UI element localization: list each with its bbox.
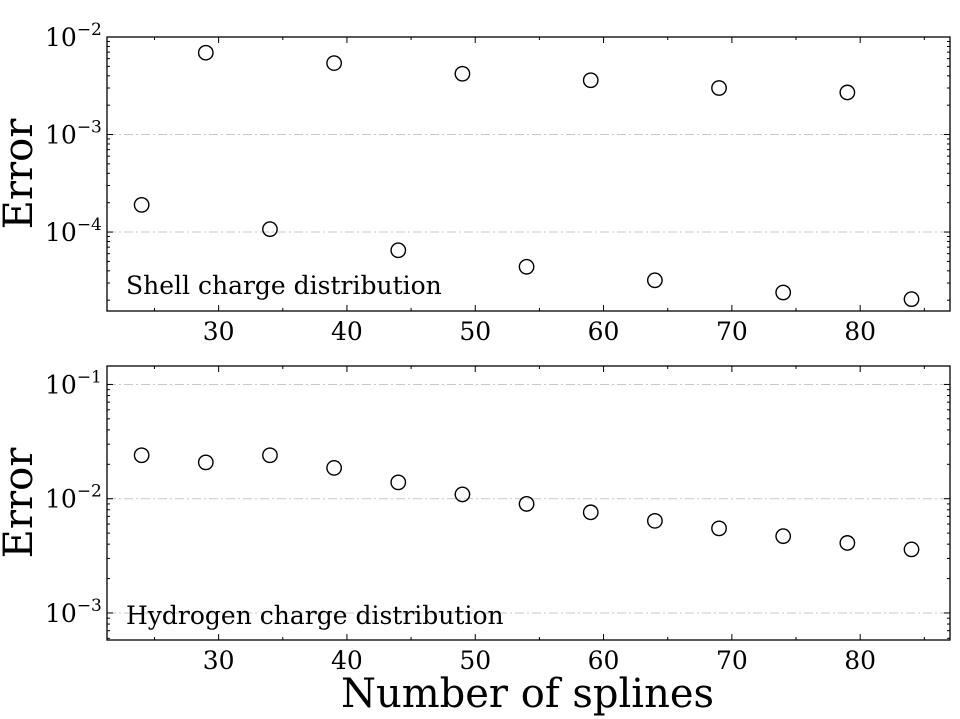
data-point xyxy=(711,520,727,537)
data-point xyxy=(390,474,407,491)
y-tick-label: 10−2 xyxy=(45,20,102,52)
y-tick-label: 10−1 xyxy=(45,367,102,399)
y-tick-label-base: 10 xyxy=(45,121,77,150)
data-point xyxy=(775,528,792,545)
data-point xyxy=(390,242,407,259)
data-point xyxy=(326,55,343,71)
data-point xyxy=(582,72,599,89)
x-tick-label: 80 xyxy=(844,646,876,675)
y-tick-label: 10−3 xyxy=(45,596,102,628)
data-point xyxy=(646,512,663,529)
data-point xyxy=(646,272,663,289)
plot-frame xyxy=(106,365,951,641)
y-tick-label: 10−2 xyxy=(45,482,102,514)
x-tick-label: 50 xyxy=(459,317,491,346)
y-tick-label-exponent: −2 xyxy=(77,20,102,40)
data-point xyxy=(518,258,535,275)
data-point xyxy=(197,454,214,471)
x-tick-label: 60 xyxy=(588,317,620,346)
data-point xyxy=(518,496,535,512)
data-point xyxy=(133,196,150,213)
data-point xyxy=(582,504,599,521)
panel-annotation: Hydrogen charge distribution xyxy=(126,601,504,630)
data-point xyxy=(197,44,214,61)
y-tick-label-base: 10 xyxy=(45,23,77,52)
y-tick-label-exponent: −3 xyxy=(77,596,102,616)
x-tick-label: 50 xyxy=(459,646,491,675)
data-point xyxy=(262,447,278,464)
data-point xyxy=(775,284,792,301)
y-tick-label-base: 10 xyxy=(45,485,77,514)
data-point xyxy=(903,541,920,558)
y-tick-label-exponent: −4 xyxy=(77,215,102,235)
x-tick-label: 30 xyxy=(203,317,235,346)
x-tick-label: 40 xyxy=(331,646,363,675)
y-tick-label-exponent: −2 xyxy=(77,482,102,502)
x-tick-label: 30 xyxy=(203,646,235,675)
data-point xyxy=(839,84,856,101)
data-point xyxy=(454,65,471,82)
x-tick-label: 80 xyxy=(844,317,876,346)
data-point xyxy=(133,447,150,464)
y-tick-label-base: 10 xyxy=(45,218,77,247)
data-point xyxy=(839,535,856,551)
x-tick-label: 60 xyxy=(588,646,620,675)
data-point xyxy=(262,221,278,238)
y-tick-label-exponent: −1 xyxy=(77,367,102,387)
panel-annotation: Shell charge distribution xyxy=(126,271,442,300)
data-point xyxy=(711,80,727,96)
y-tick-label-base: 10 xyxy=(45,599,77,628)
x-tick-label: 70 xyxy=(716,317,748,346)
y-tick-label-exponent: −3 xyxy=(77,118,102,138)
y-axis-label: Error xyxy=(0,447,42,559)
y-tick-label: 10−4 xyxy=(45,215,102,247)
x-axis-label: Number of splines xyxy=(341,671,714,717)
x-tick-label: 70 xyxy=(716,646,748,675)
y-tick-label: 10−3 xyxy=(45,118,102,150)
plot-frame xyxy=(106,36,951,312)
y-axis-label: Error xyxy=(0,118,42,230)
y-tick-label-base: 10 xyxy=(45,370,77,399)
data-point xyxy=(326,460,343,476)
data-point xyxy=(903,291,920,308)
x-tick-label: 40 xyxy=(331,317,363,346)
data-point xyxy=(454,486,471,503)
